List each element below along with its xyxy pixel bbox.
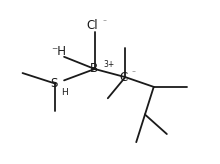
Text: ⁻H: ⁻H — [51, 45, 66, 58]
Text: H: H — [61, 88, 68, 97]
Text: Cl: Cl — [87, 19, 98, 32]
Text: ⁻: ⁻ — [132, 69, 136, 78]
Text: 3+: 3+ — [103, 60, 115, 69]
Text: C: C — [119, 71, 127, 84]
Text: S: S — [51, 77, 58, 90]
Text: B: B — [90, 62, 98, 75]
Text: ⁻: ⁻ — [102, 17, 106, 26]
